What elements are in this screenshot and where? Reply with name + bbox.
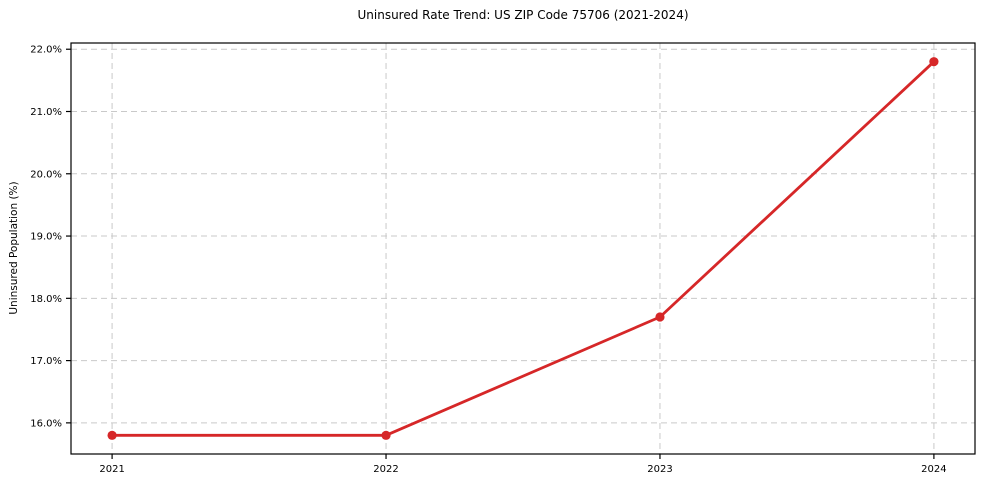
data-point bbox=[107, 430, 117, 440]
data-point bbox=[655, 312, 665, 322]
x-tick-label: 2024 bbox=[921, 464, 946, 475]
plot-border bbox=[70, 42, 976, 455]
y-tick-label: 20.0% bbox=[30, 169, 62, 180]
trend-line bbox=[110, 60, 936, 437]
x-tick-label: 2021 bbox=[99, 464, 124, 475]
y-tick-label: 21.0% bbox=[30, 107, 62, 118]
y-tick-label: 22.0% bbox=[30, 45, 62, 56]
y-tick-label: 17.0% bbox=[30, 356, 62, 367]
x-tick-label: 2023 bbox=[647, 464, 672, 475]
chart-title: Uninsured Rate Trend: US ZIP Code 75706 … bbox=[357, 8, 689, 22]
y-tick-label: 19.0% bbox=[30, 232, 62, 243]
data-point bbox=[929, 57, 939, 67]
y-tick-label: 16.0% bbox=[30, 418, 62, 429]
data-point bbox=[381, 430, 391, 440]
x-tick-label: 2022 bbox=[373, 464, 398, 475]
y-tick-label: 18.0% bbox=[30, 294, 62, 305]
